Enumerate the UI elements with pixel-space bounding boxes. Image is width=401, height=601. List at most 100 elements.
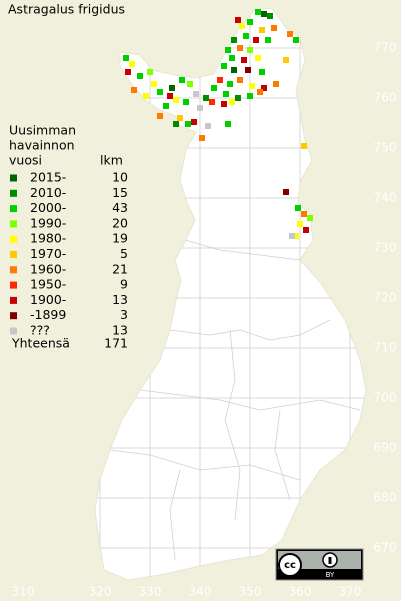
observation-square — [293, 37, 299, 43]
observation-square — [255, 55, 261, 61]
legend-swatch — [10, 296, 17, 304]
observation-square — [209, 99, 215, 105]
observation-square — [271, 25, 277, 31]
y-grid-label: 690 — [374, 441, 397, 455]
observation-square — [253, 37, 259, 43]
map-title: Astragalus frigidus — [8, 2, 125, 17]
legend-count: 13 — [112, 323, 128, 338]
svg-text:cc: cc — [284, 560, 296, 571]
legend-count: 21 — [112, 261, 128, 276]
y-grid-label: 770 — [374, 41, 397, 55]
observation-square — [293, 233, 299, 239]
legend-total-label: Yhteensä — [11, 336, 70, 351]
legend-swatch — [10, 235, 17, 243]
legend-swatch — [10, 220, 17, 228]
license-text: BY — [326, 571, 335, 579]
observation-square — [239, 23, 245, 29]
observation-square — [237, 77, 243, 83]
y-grid-label: 710 — [374, 341, 397, 355]
legend-count: 15 — [112, 185, 128, 200]
observation-square — [225, 47, 231, 53]
y-grid-label: 700 — [374, 391, 397, 405]
observation-square — [137, 73, 143, 79]
observation-square — [185, 121, 191, 127]
observation-square — [297, 221, 303, 227]
x-grid-labels: 310 320 330 340 350 360 370 — [12, 585, 362, 599]
x-grid-label: 370 — [339, 585, 362, 599]
legend-label: 1980- — [30, 231, 66, 246]
observation-square — [229, 55, 235, 61]
observation-square — [259, 69, 265, 75]
legend-swatch — [10, 266, 17, 274]
observation-square — [267, 13, 273, 19]
legend-swatch — [10, 327, 17, 335]
legend-count: 13 — [112, 292, 128, 307]
observation-square — [283, 189, 289, 195]
observation-square — [295, 205, 301, 211]
observation-square — [235, 17, 241, 23]
country-shape — [94, 7, 367, 581]
observation-square — [283, 57, 289, 63]
legend-label: 2010- — [30, 185, 66, 200]
x-grid-label: 320 — [89, 585, 112, 599]
legend-count: 9 — [120, 277, 128, 292]
observation-square — [227, 81, 233, 87]
observation-square — [167, 93, 173, 99]
x-grid-label: 340 — [189, 585, 212, 599]
observation-square — [157, 89, 163, 95]
observation-square — [247, 47, 253, 53]
legend-label: 2000- — [30, 200, 66, 215]
y-grid-label: 730 — [374, 241, 397, 255]
observation-square — [287, 31, 293, 37]
observation-square — [229, 99, 235, 105]
legend-count: 5 — [120, 246, 128, 261]
observation-square — [183, 99, 189, 105]
observation-square — [261, 11, 267, 17]
observation-square — [187, 81, 193, 87]
observation-square — [221, 101, 227, 107]
y-grid-label: 680 — [374, 491, 397, 505]
observation-square — [197, 105, 203, 111]
x-grid-label: 350 — [239, 585, 262, 599]
legend-label: 1960- — [30, 261, 66, 276]
observation-square — [255, 9, 261, 15]
observation-square — [265, 37, 271, 43]
legend-label: 2015- — [30, 170, 66, 185]
observation-square — [221, 63, 227, 69]
observation-square — [261, 85, 267, 91]
legend-label: -1899 — [30, 307, 66, 322]
observation-square — [177, 115, 183, 121]
observation-square — [217, 77, 223, 83]
observation-square — [289, 233, 295, 239]
observation-square — [231, 37, 237, 43]
observation-square — [273, 81, 279, 87]
observation-square — [211, 85, 217, 91]
observation-square — [225, 121, 231, 127]
observation-square — [131, 87, 137, 93]
legend-swatch — [10, 205, 17, 213]
observation-square — [247, 93, 253, 99]
observation-square — [205, 123, 211, 129]
legend-swatch — [10, 251, 17, 258]
observation-squares — [123, 9, 313, 239]
observation-square — [191, 119, 197, 125]
legend-header: havainnon — [9, 138, 75, 153]
observation-square — [173, 97, 179, 103]
observation-square — [129, 61, 135, 67]
observation-square — [257, 89, 263, 95]
observation-square — [247, 19, 253, 25]
observation-square — [301, 211, 307, 217]
legend-label: ??? — [30, 323, 50, 338]
observation-square — [199, 135, 205, 141]
legend-label: 1990- — [30, 215, 66, 230]
license-badge: cc BY — [275, 548, 364, 581]
observation-square — [193, 91, 199, 97]
observation-square — [237, 45, 243, 51]
observation-square — [163, 103, 169, 109]
observation-square — [147, 69, 153, 75]
y-grid-labels: 770 760 750 740 730 720 710 700 690 680 670 — [374, 41, 397, 555]
x-grid-label: 360 — [289, 585, 312, 599]
observation-square — [235, 95, 241, 101]
y-grid-label: 670 — [374, 541, 397, 555]
